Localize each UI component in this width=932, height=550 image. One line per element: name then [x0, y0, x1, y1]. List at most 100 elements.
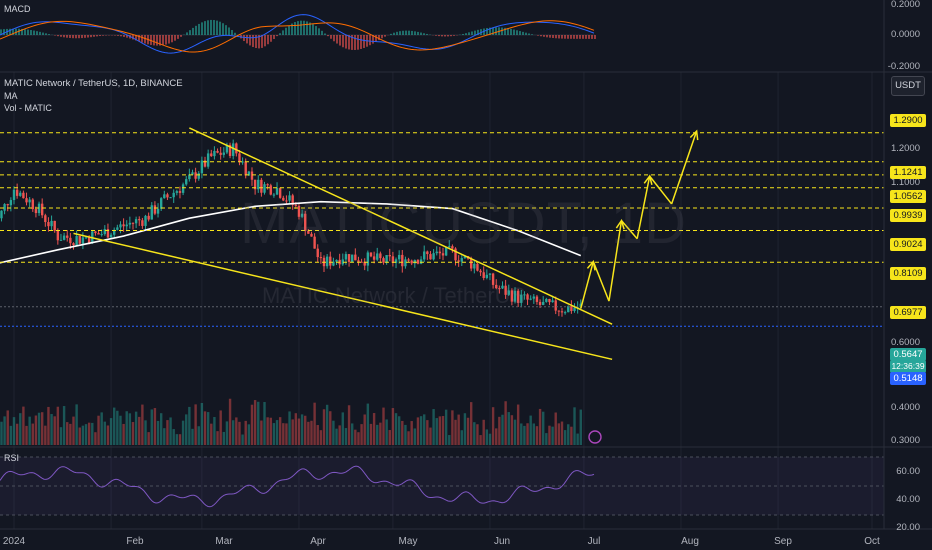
candle-body [269, 185, 272, 195]
volume-bar [338, 425, 341, 445]
volume-bar [473, 422, 476, 445]
macd-histogram-bar [516, 30, 518, 35]
macd-histogram-bar [123, 35, 125, 37]
candle-body [22, 192, 25, 199]
candle-body [382, 258, 385, 263]
macd-histogram-bar [156, 35, 158, 46]
candle-body [391, 256, 395, 263]
candle-body [498, 288, 501, 290]
volume-bar [238, 421, 241, 445]
macd-histogram-bar [543, 35, 545, 37]
volume-bar [382, 407, 385, 445]
candle-body [441, 253, 445, 256]
candle-body [257, 179, 260, 190]
volume-bar [44, 425, 47, 445]
candle-body [97, 233, 100, 235]
macd-histogram-bar [267, 35, 269, 45]
macd-histogram-bar [282, 30, 284, 35]
volume-bar [260, 420, 263, 445]
macd-histogram-bar [12, 28, 14, 35]
volume-bar [200, 403, 204, 445]
candle-body [404, 259, 407, 267]
volume-bar [66, 422, 69, 445]
candle-body [100, 234, 103, 236]
volume-bar [266, 417, 269, 445]
volume-bar [116, 410, 119, 445]
volume-bar [147, 432, 150, 445]
x-tick: May [398, 536, 418, 547]
macd-histogram-bar [3, 29, 5, 35]
volume-bar [297, 418, 301, 445]
macd-histogram-bar [399, 31, 401, 35]
candle-body [501, 285, 504, 289]
volume-bar [91, 422, 94, 445]
macd-histogram-bar [501, 27, 503, 35]
candle-body [448, 246, 451, 248]
macd-histogram-bar [522, 31, 524, 35]
rsi-band [0, 457, 884, 515]
macd-histogram-bar [213, 20, 215, 35]
candle-body [325, 256, 329, 267]
candle-body [185, 179, 188, 185]
volume-bar [532, 423, 536, 445]
volume-bar [172, 429, 175, 445]
macd-histogram-bar [375, 35, 377, 42]
macd-histogram-bar [525, 32, 527, 35]
volume-bar [538, 408, 542, 445]
volume-bar [485, 429, 489, 445]
macd-histogram-bar [471, 31, 473, 35]
candle-body [347, 254, 351, 262]
macd-histogram-bar [420, 32, 422, 35]
candle-body [513, 290, 517, 302]
volume-bar [125, 411, 128, 445]
volume-bar [81, 425, 85, 445]
candle-body [25, 198, 28, 203]
macd-histogram-bar [207, 20, 209, 35]
candle-body [253, 179, 257, 190]
candle-body [432, 253, 435, 260]
candle-body [300, 213, 304, 217]
ma-indicator-label[interactable]: MA [4, 91, 18, 101]
candle-body [488, 273, 492, 275]
candle-body [463, 255, 467, 259]
macd-histogram-bar [348, 35, 350, 50]
volume-bar [495, 428, 498, 445]
volume-bar [275, 420, 279, 445]
candle-body [106, 229, 110, 238]
macd-histogram-bar [273, 35, 275, 40]
macd-histogram-bar [33, 30, 35, 35]
volume-bar [206, 412, 210, 445]
volume-bar [216, 431, 219, 445]
macd-histogram-bar [255, 35, 257, 49]
macd-histogram-bar [87, 35, 89, 38]
macd-histogram-bar [405, 30, 407, 35]
candle-body [34, 209, 38, 214]
macd-histogram-bar [210, 19, 212, 35]
volume-bar [210, 423, 213, 445]
macd-histogram-bar [75, 35, 77, 39]
wedge-line [73, 232, 613, 361]
candle-body [451, 246, 454, 249]
volume-indicator-label[interactable]: Vol - MATIC [4, 103, 52, 113]
candle-body [244, 161, 247, 176]
candle-body [560, 311, 564, 313]
volume-bar [360, 424, 363, 445]
volume-bar [156, 420, 160, 445]
rsi-label: RSI [4, 453, 20, 463]
volume-bar [576, 433, 579, 445]
macd-histogram-bar [513, 29, 515, 35]
macd-histogram-bar [384, 35, 386, 37]
volume-bar [332, 420, 335, 445]
candle-body [332, 261, 335, 266]
candle-body [341, 259, 344, 265]
volume-bar [573, 407, 576, 445]
support-tag: 0.5148 [890, 372, 926, 385]
level-tag: 0.9024 [890, 238, 926, 251]
macd-histogram-bar [84, 35, 86, 38]
event-icon [588, 430, 602, 444]
volume-bar [357, 432, 360, 445]
volume-bar [231, 420, 235, 445]
currency-button[interactable]: USDT [891, 76, 925, 96]
macd-histogram-bar [45, 33, 47, 35]
